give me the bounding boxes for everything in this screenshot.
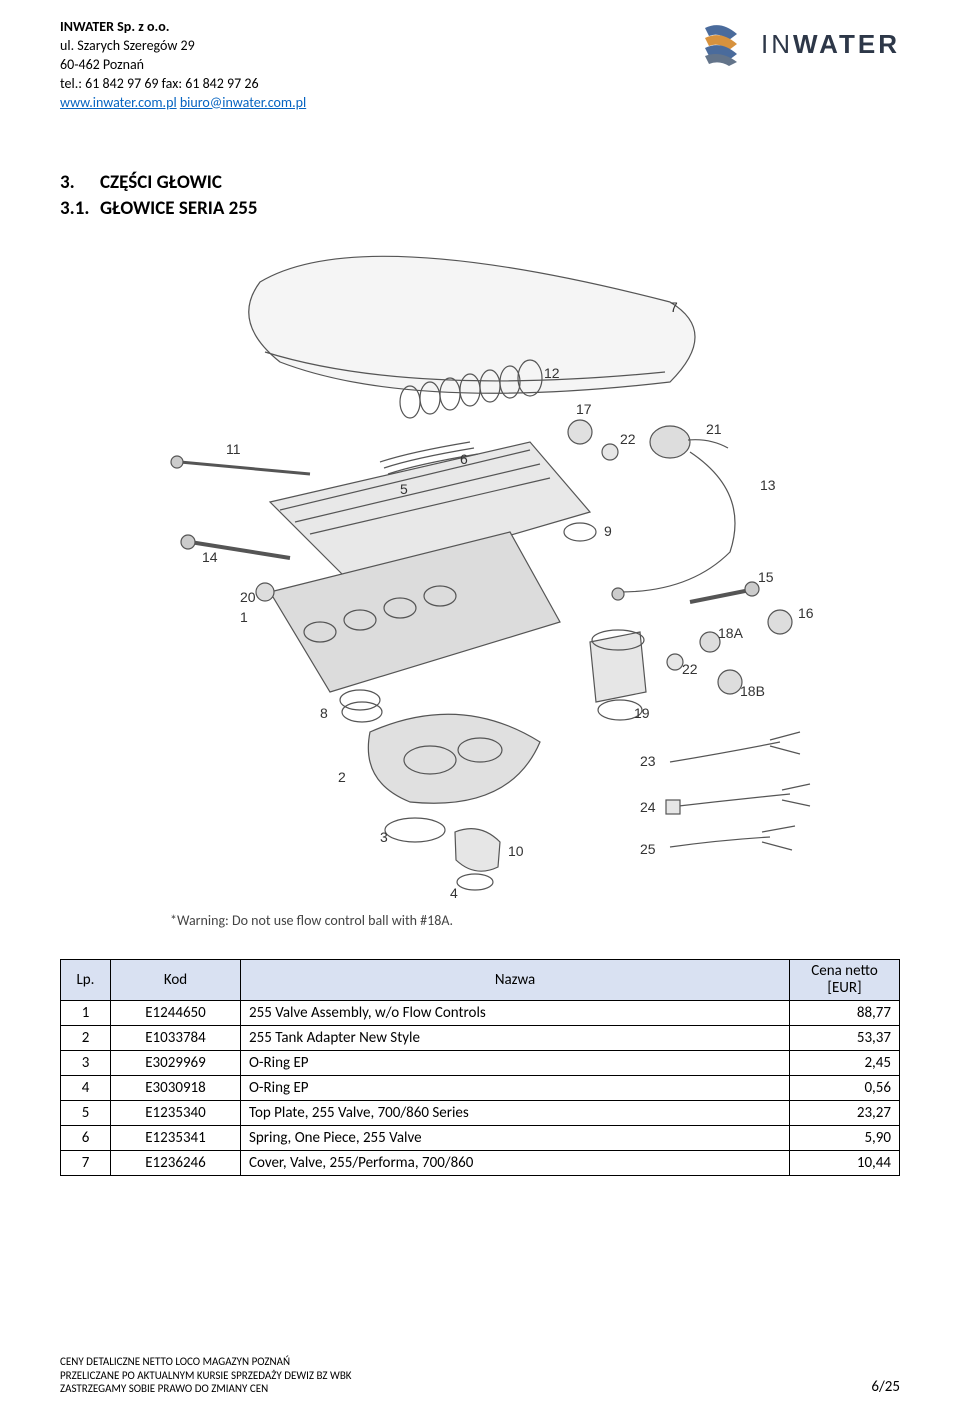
table-row: 6E1235341Spring, One Piece, 255 Valve5,9… bbox=[61, 1126, 900, 1151]
cell-cena: 2,45 bbox=[790, 1051, 900, 1076]
svg-text:9: 9 bbox=[604, 523, 612, 539]
cell-cena: 5,90 bbox=[790, 1126, 900, 1151]
svg-text:20: 20 bbox=[240, 589, 256, 605]
company-web-link[interactable]: www.inwater.com.pl bbox=[60, 94, 177, 111]
cell-nazwa: 255 Tank Adapter New Style bbox=[241, 1026, 790, 1051]
svg-text:14: 14 bbox=[202, 549, 218, 565]
logo-wordmark: INWATER bbox=[761, 29, 900, 60]
heading-level-2: 3.1.GŁOWICE SERIA 255 bbox=[60, 196, 900, 222]
exploded-diagram: 1 2 3 4 5 6 7 8 9 10 11 12 13 14 15 16 1… bbox=[60, 242, 900, 929]
logo: INWATER bbox=[699, 22, 900, 66]
table-row: 2E1033784255 Tank Adapter New Style53,37 bbox=[61, 1026, 900, 1051]
heading-level-1: 3.CZĘŚCI GŁOWIC bbox=[60, 170, 900, 196]
svg-text:22: 22 bbox=[620, 431, 636, 447]
parts-table: Lp. Kod Nazwa Cena netto [EUR] 1E1244650… bbox=[60, 959, 900, 1177]
cell-nazwa: O-Ring EP bbox=[241, 1051, 790, 1076]
page-footer: CENY DETALICZNE NETTO LOCO MAGAZYN POZNA… bbox=[60, 1355, 900, 1396]
cell-lp: 2 bbox=[61, 1026, 111, 1051]
svg-text:12: 12 bbox=[544, 365, 560, 381]
page-header: INWATER Sp. z o.o. ul. Szarych Szeregów … bbox=[60, 18, 900, 112]
diagram-warning: *Warning: Do not use flow control ball w… bbox=[170, 912, 900, 929]
cell-nazwa: Spring, One Piece, 255 Valve bbox=[241, 1126, 790, 1151]
svg-text:19: 19 bbox=[634, 705, 650, 721]
svg-text:24: 24 bbox=[640, 799, 656, 815]
cell-nazwa: O-Ring EP bbox=[241, 1076, 790, 1101]
cell-kod: E3030918 bbox=[111, 1076, 241, 1101]
svg-text:11: 11 bbox=[226, 441, 241, 457]
svg-text:7: 7 bbox=[670, 299, 678, 315]
page-number: 6/25 bbox=[871, 1378, 900, 1396]
svg-text:13: 13 bbox=[760, 477, 776, 493]
cell-lp: 3 bbox=[61, 1051, 111, 1076]
address-city: 60-462 Poznań bbox=[60, 56, 306, 75]
svg-text:6: 6 bbox=[460, 451, 468, 467]
th-kod: Kod bbox=[111, 959, 241, 1001]
cell-lp: 6 bbox=[61, 1126, 111, 1151]
cell-nazwa: Top Plate, 255 Valve, 700/860 Series bbox=[241, 1101, 790, 1126]
svg-text:5: 5 bbox=[400, 481, 408, 497]
cell-kod: E1236246 bbox=[111, 1151, 241, 1176]
cell-kod: E1244650 bbox=[111, 1001, 241, 1026]
svg-text:17: 17 bbox=[576, 401, 592, 417]
th-lp: Lp. bbox=[61, 959, 111, 1001]
svg-text:15: 15 bbox=[758, 569, 774, 585]
svg-text:25: 25 bbox=[640, 841, 656, 857]
svg-text:18B: 18B bbox=[740, 683, 765, 699]
logo-icon bbox=[699, 22, 743, 66]
svg-text:22: 22 bbox=[682, 661, 698, 677]
footer-disclaimer: CENY DETALICZNE NETTO LOCO MAGAZYN POZNA… bbox=[60, 1355, 900, 1396]
table-row: 1E1244650255 Valve Assembly, w/o Flow Co… bbox=[61, 1001, 900, 1026]
company-name: INWATER Sp. z o.o. bbox=[60, 18, 306, 37]
table-row: 5E1235340Top Plate, 255 Valve, 700/860 S… bbox=[61, 1101, 900, 1126]
address-links: www.inwater.com.pl biuro@inwater.com.pl bbox=[60, 94, 306, 113]
company-email-link[interactable]: biuro@inwater.com.pl bbox=[180, 94, 306, 111]
svg-text:18A: 18A bbox=[718, 625, 744, 641]
cell-kod: E3029969 bbox=[111, 1051, 241, 1076]
section-headings: 3.CZĘŚCI GŁOWIC 3.1.GŁOWICE SERIA 255 bbox=[60, 170, 900, 221]
cell-lp: 4 bbox=[61, 1076, 111, 1101]
cell-cena: 88,77 bbox=[790, 1001, 900, 1026]
cell-cena: 53,37 bbox=[790, 1026, 900, 1051]
svg-text:3: 3 bbox=[380, 829, 388, 845]
cell-nazwa: Cover, Valve, 255/Performa, 700/860 bbox=[241, 1151, 790, 1176]
svg-text:21: 21 bbox=[706, 421, 722, 437]
svg-text:23: 23 bbox=[640, 753, 656, 769]
th-cena: Cena netto [EUR] bbox=[790, 959, 900, 1001]
address-street: ul. Szarych Szeregów 29 bbox=[60, 37, 306, 56]
cell-nazwa: 255 Valve Assembly, w/o Flow Controls bbox=[241, 1001, 790, 1026]
cell-kod: E1235341 bbox=[111, 1126, 241, 1151]
cell-lp: 1 bbox=[61, 1001, 111, 1026]
cell-lp: 7 bbox=[61, 1151, 111, 1176]
cell-lp: 5 bbox=[61, 1101, 111, 1126]
address-phone: tel.: 61 842 97 69 fax: 61 842 97 26 bbox=[60, 75, 306, 94]
svg-text:2: 2 bbox=[338, 769, 346, 785]
table-row: 4E3030918O-Ring EP0,56 bbox=[61, 1076, 900, 1101]
cell-cena: 10,44 bbox=[790, 1151, 900, 1176]
svg-text:1: 1 bbox=[240, 609, 248, 625]
svg-text:8: 8 bbox=[320, 705, 328, 721]
cell-cena: 0,56 bbox=[790, 1076, 900, 1101]
svg-text:10: 10 bbox=[508, 843, 524, 859]
table-row: 7E1236246Cover, Valve, 255/Performa, 700… bbox=[61, 1151, 900, 1176]
company-address: INWATER Sp. z o.o. ul. Szarych Szeregów … bbox=[60, 18, 306, 112]
cell-cena: 23,27 bbox=[790, 1101, 900, 1126]
th-nazwa: Nazwa bbox=[241, 959, 790, 1001]
cell-kod: E1033784 bbox=[111, 1026, 241, 1051]
table-row: 3E3029969O-Ring EP2,45 bbox=[61, 1051, 900, 1076]
cell-kod: E1235340 bbox=[111, 1101, 241, 1126]
svg-text:16: 16 bbox=[798, 605, 814, 621]
svg-text:4: 4 bbox=[450, 885, 458, 901]
